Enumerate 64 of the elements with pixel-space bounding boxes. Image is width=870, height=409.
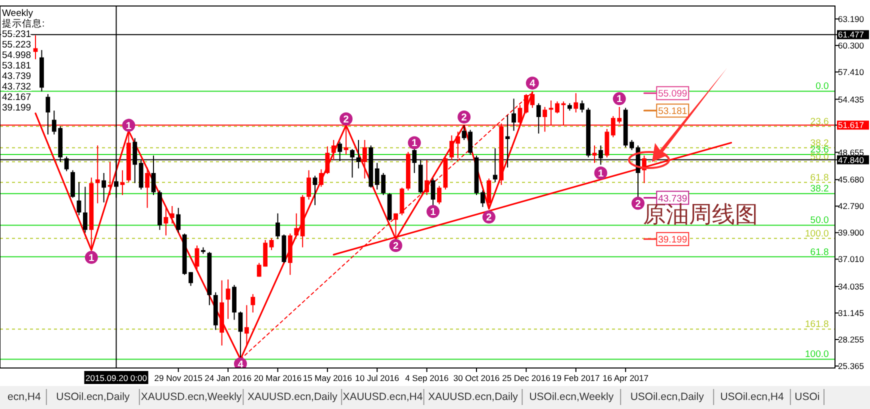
annotation: 1: [412, 138, 418, 150]
x-tick-label: 10 Jul 2016: [355, 373, 400, 383]
annotation: 53.181: [658, 106, 688, 118]
x-tick-label: 25 Dec 2016: [502, 373, 551, 383]
y-tick-label: 42.790: [838, 201, 864, 212]
y-tick-label: 61.477: [838, 30, 864, 40]
annotation: 161.8: [805, 319, 829, 330]
text: USOi: [794, 391, 820, 403]
annotation: 38.2: [810, 184, 829, 195]
annotation: 0.0: [816, 81, 829, 92]
y-tick-label: 54.435: [838, 94, 864, 104]
y-tick-label: 31.145: [838, 308, 864, 318]
text: XAUUSD.ecn,Daily: [428, 391, 519, 403]
annotation: 2: [486, 212, 492, 224]
annotation: 61.8: [810, 246, 829, 258]
annotation: 2: [461, 112, 468, 124]
text: USOil.ecn,Weekly: [529, 391, 614, 403]
text: USOil.ecn,Daily: [630, 391, 705, 403]
annotation: 4: [238, 359, 244, 370]
y-tick-label: 47.840: [838, 154, 864, 165]
annotation: 100.0: [805, 349, 829, 360]
y-tick-label: 28.255: [838, 334, 864, 345]
annotation: 1: [598, 168, 604, 180]
annotation: 1: [616, 94, 623, 106]
x-tick-label: 20 Mar 2016: [254, 373, 302, 383]
annotation: 1: [126, 120, 132, 132]
annotation: 2: [635, 198, 642, 210]
text: XAUUSD.ecn,Weekly: [140, 391, 242, 403]
annotation: 55.099: [658, 88, 688, 100]
annotation: 1: [430, 207, 436, 218]
y-tick-label: 25.365: [838, 361, 864, 372]
annotation: 50.0: [810, 215, 829, 226]
y-tick-label: 34.035: [838, 281, 864, 292]
x-tick-label: 29 Nov 2015: [154, 373, 203, 383]
text: 原油周线图: [642, 202, 758, 228]
annotation: 2: [343, 114, 350, 126]
annotation: 100.0: [805, 228, 829, 240]
text: XAUUSD.ecn,H4: [342, 391, 423, 403]
x-tick-label: 24 Jan 2016: [204, 373, 252, 383]
ref-line-label: 2015.09.20 0:00: [86, 373, 148, 383]
annotation: 61.8: [810, 172, 829, 184]
annotation: 39.199: [658, 234, 688, 246]
x-tick-label: 16 Apr 2017: [602, 373, 649, 383]
annotation: 2: [392, 241, 399, 252]
y-tick-label: 37.010: [838, 254, 864, 264]
x-tick-label: 30 Oct 2016: [453, 373, 500, 383]
x-tick-label: 4 Sep 2016: [405, 373, 449, 383]
y-tick-label: 48.655: [838, 147, 864, 158]
text: USOil.ecn,Daily: [56, 391, 130, 403]
annotation: 23.6: [810, 116, 829, 128]
x-tick-label: 19 Feb 2017: [552, 373, 600, 383]
text: USOil.ecn,H4: [720, 391, 784, 403]
text: XAUUSD.ecn,Daily: [247, 391, 338, 403]
y-tick-label: 45.680: [838, 174, 864, 185]
text: ecn,H4: [8, 391, 41, 403]
y-tick-label: 39.900: [838, 228, 864, 238]
annotation: 43.739: [658, 193, 688, 204]
x-tick-label: 15 May 2016: [302, 373, 352, 383]
y-tick-label: 57.410: [838, 66, 864, 77]
annotation: 1: [88, 252, 95, 264]
annotation: 4: [530, 78, 536, 90]
y-tick-label: 51.617: [838, 120, 864, 130]
y-tick-label: 60.300: [838, 40, 864, 50]
y-tick-label: 63.190: [838, 14, 864, 24]
